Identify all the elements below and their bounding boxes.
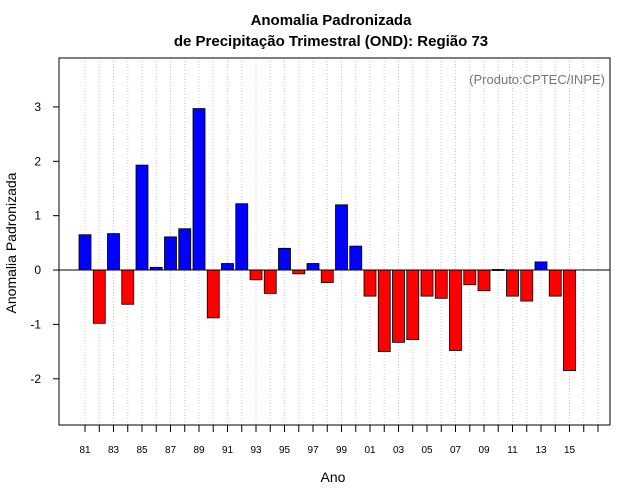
bar-98 bbox=[320, 269, 334, 283]
annotation-watermark: (Produto:CPTEC/INPE) bbox=[469, 72, 605, 87]
bar-09 bbox=[477, 269, 491, 292]
bar-01 bbox=[363, 269, 377, 297]
x-axis-label: Ano bbox=[321, 469, 346, 485]
bar-91 bbox=[221, 263, 234, 271]
bar-04 bbox=[406, 269, 420, 341]
x-tick-label-97: 97 bbox=[307, 445, 319, 456]
x-tick-label-95: 95 bbox=[279, 445, 291, 456]
x-tick-label-09: 09 bbox=[478, 445, 490, 456]
x-tick-label-83: 83 bbox=[108, 445, 120, 456]
bar-95 bbox=[278, 247, 291, 271]
bar-14 bbox=[548, 269, 562, 297]
y-axis-label: Anomalia Padronizada bbox=[3, 172, 19, 313]
bar-07 bbox=[449, 269, 462, 351]
bar-03 bbox=[392, 269, 405, 343]
bar-96 bbox=[292, 269, 306, 275]
bar-02 bbox=[377, 269, 391, 352]
bar-87 bbox=[164, 236, 177, 271]
x-tick-label-13: 13 bbox=[535, 445, 547, 456]
bar-84 bbox=[121, 269, 135, 305]
bar-83 bbox=[107, 233, 120, 271]
chart-title: Anomalia Padronizada bbox=[251, 12, 413, 29]
y-tick-label-2: 2 bbox=[34, 154, 41, 168]
bar-89 bbox=[192, 108, 206, 271]
bar-12 bbox=[520, 269, 534, 302]
y-tick-label--1: -1 bbox=[30, 317, 41, 331]
bar-15 bbox=[563, 269, 576, 372]
bar-99 bbox=[335, 204, 348, 271]
y-tick-label--2: -2 bbox=[30, 372, 41, 386]
bar-13 bbox=[534, 261, 548, 271]
bar-00 bbox=[349, 245, 363, 271]
bar-94 bbox=[263, 269, 277, 294]
bar-05 bbox=[420, 269, 434, 297]
bar-81 bbox=[78, 234, 92, 271]
x-tick-label-87: 87 bbox=[165, 445, 177, 456]
x-tick-label-05: 05 bbox=[421, 445, 433, 456]
bar-92 bbox=[235, 203, 249, 271]
bar-93 bbox=[249, 269, 263, 281]
y-tick-label-0: 0 bbox=[34, 263, 41, 277]
bar-08 bbox=[463, 269, 477, 286]
x-tick-label-85: 85 bbox=[136, 445, 148, 456]
plot-frame bbox=[58, 57, 611, 426]
bar-85 bbox=[135, 164, 149, 271]
y-tick-label-1: 1 bbox=[34, 209, 41, 223]
bar-88 bbox=[178, 228, 192, 271]
x-axis: 81 83 85 87 89 91 93 95 97 99 01 03 05 07 09 11 13 15 bbox=[79, 425, 599, 456]
x-tick-label-99: 99 bbox=[336, 445, 348, 456]
x-tick-label-15: 15 bbox=[564, 445, 576, 456]
bar-11 bbox=[506, 269, 519, 297]
x-tick-label-07: 07 bbox=[450, 445, 462, 456]
x-tick-label-03: 03 bbox=[393, 445, 405, 456]
x-tick-label-93: 93 bbox=[250, 445, 262, 456]
x-tick-label-11: 11 bbox=[507, 445, 518, 456]
y-axis: -2 -1 0 1 2 3 bbox=[30, 100, 59, 386]
x-tick-label-81: 81 bbox=[79, 445, 91, 456]
bar-06 bbox=[434, 269, 448, 299]
bar-90 bbox=[206, 269, 220, 319]
chart-subtitle: de Precipitação Trimestral (OND): Região… bbox=[174, 33, 488, 50]
bars bbox=[78, 108, 576, 372]
x-tick-label-89: 89 bbox=[193, 445, 205, 456]
bar-82 bbox=[92, 269, 106, 324]
x-tick-label-01: 01 bbox=[364, 445, 376, 456]
y-tick-label-3: 3 bbox=[34, 100, 41, 114]
x-tick-label-91: 91 bbox=[222, 445, 234, 456]
bar-97 bbox=[306, 263, 320, 271]
